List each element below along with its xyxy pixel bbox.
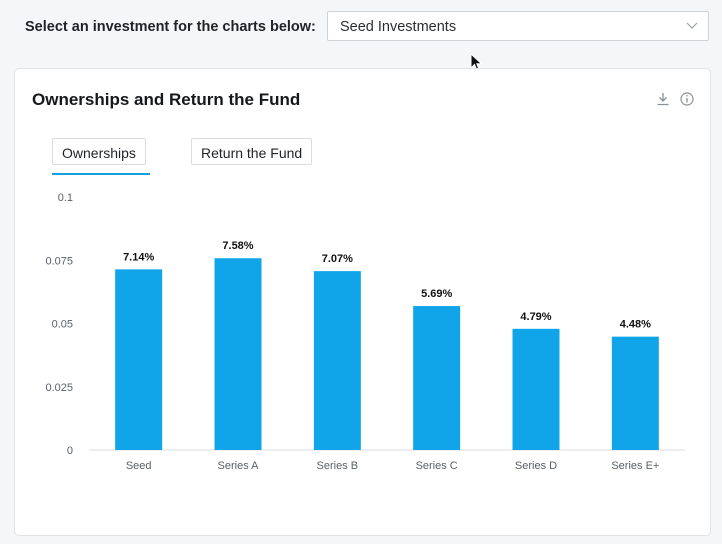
bar-4 — [512, 328, 560, 450]
bar-1 — [214, 258, 262, 450]
investment-selector-row: Select an investment for the charts belo… — [0, 0, 722, 58]
investment-select[interactable]: Seed Investments — [327, 11, 709, 41]
tab-ownerships[interactable]: Ownerships — [52, 138, 146, 165]
data-label: 5.69% — [421, 288, 452, 300]
investment-select-value: Seed Investments — [340, 19, 457, 35]
info-icon[interactable] — [679, 91, 695, 107]
x-tick-label: Seed — [126, 460, 152, 472]
download-icon[interactable] — [655, 91, 671, 107]
x-tick-label: Series B — [317, 460, 359, 472]
chevron-down-icon — [686, 22, 698, 29]
x-tick-label: Series E+ — [611, 460, 659, 472]
tab-return-the-fund[interactable]: Return the Fund — [191, 138, 313, 165]
data-label: 7.58% — [222, 240, 253, 252]
y-tick-label: 0.05 — [52, 319, 73, 331]
y-tick-label: 0.1 — [58, 192, 73, 204]
active-tab-indicator — [52, 173, 150, 175]
bar-3 — [413, 306, 461, 450]
data-label: 4.79% — [520, 311, 551, 323]
x-tick-label: Series A — [218, 460, 260, 472]
data-label: 4.48% — [620, 319, 651, 331]
y-tick-label: 0 — [67, 445, 73, 457]
data-label: 7.07% — [322, 253, 353, 265]
x-tick-label: Series D — [515, 460, 557, 472]
bar-5 — [611, 336, 659, 450]
investment-selector-label: Select an investment for the charts belo… — [25, 19, 316, 35]
x-tick-label: Series C — [416, 460, 458, 472]
bar-2 — [313, 271, 361, 450]
bar-0 — [115, 269, 163, 450]
card-title: Ownerships and Return the Fund — [32, 90, 301, 109]
y-tick-label: 0.075 — [45, 255, 73, 267]
y-tick-label: 0.025 — [45, 382, 73, 394]
data-label: 7.14% — [123, 251, 154, 263]
ownership-bar-chart: 0 0.025 0.05 0.075 0.1 7.14% Seed 7.58% Series A… — [45, 192, 685, 472]
ownership-card: Ownerships and Return the Fund Ownership… — [14, 68, 711, 536]
